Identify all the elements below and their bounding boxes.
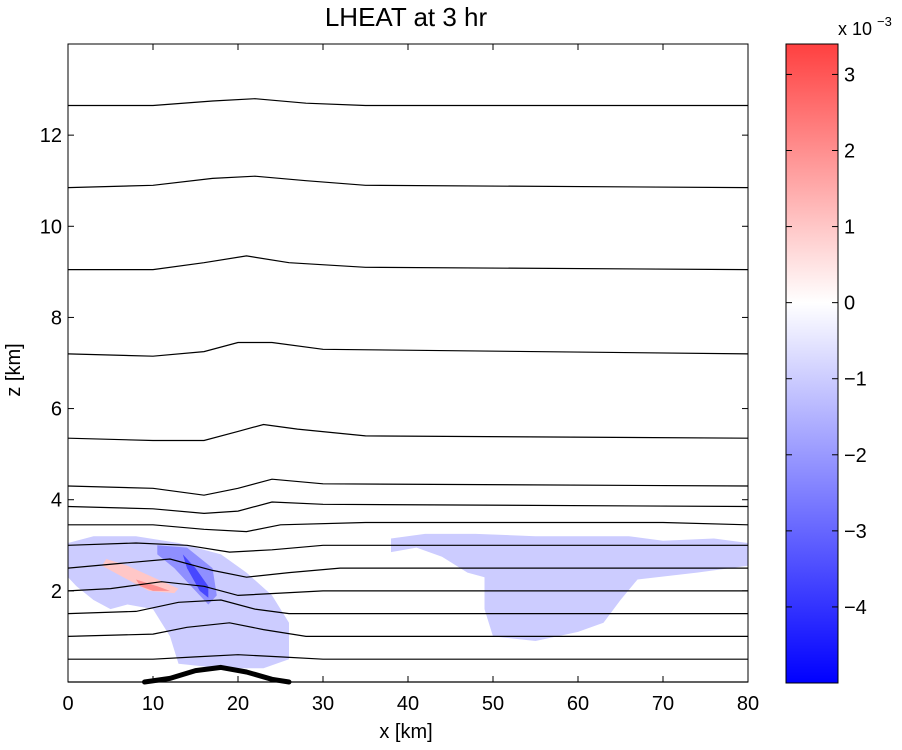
- x-tick-label: 20: [227, 693, 249, 715]
- terrain-line: [142, 664, 292, 685]
- y-tick-label: 4: [51, 490, 62, 512]
- x-axis-label: x [km]: [379, 721, 432, 743]
- plot-area: [67, 98, 749, 685]
- colorbar-tick-label: 1: [844, 217, 855, 239]
- colorbar-multiplier-exponent: −3: [877, 14, 892, 29]
- y-tick-label: 6: [51, 399, 62, 421]
- colorbar-gradient: [785, 43, 839, 684]
- colorbar-tick-label: 3: [844, 64, 855, 86]
- isentrope-line-11: [67, 341, 749, 357]
- colorbar-tick-label: 2: [844, 141, 855, 163]
- x-tick-label: 30: [312, 693, 334, 715]
- colorbar-tick-label: −4: [844, 597, 867, 619]
- y-tick-label: 10: [40, 216, 62, 238]
- y-tick-label: 12: [40, 125, 62, 147]
- colorbar-tick-label: −1: [844, 369, 867, 391]
- lheat-region-3: [182, 554, 209, 598]
- isentrope-line-8: [67, 501, 749, 515]
- isentrope-line-6: [67, 542, 748, 553]
- colorbar-tick-label: −2: [844, 445, 867, 467]
- isentrope-line-13: [67, 175, 749, 189]
- isentrope-line-12: [68, 255, 749, 271]
- x-tick-label: 80: [737, 693, 759, 715]
- isentrope-line-7: [68, 521, 749, 533]
- x-tick-label: 50: [482, 693, 504, 715]
- x-tick-label: 10: [142, 693, 164, 715]
- colorbar-multiplier-base: x 10: [838, 19, 872, 39]
- chart-title: LHEAT at 3 hr: [325, 2, 488, 32]
- lheat-region-5: [136, 579, 170, 591]
- isentrope-line-9: [67, 478, 749, 496]
- isentrope-line-2: [67, 622, 748, 637]
- x-tick-label: 60: [567, 693, 589, 715]
- colorbar-ticks: 3 2 1 0 −1 −2 −3 −4: [786, 64, 867, 619]
- isentrope-line-1: [68, 654, 748, 660]
- colorbar-tick-label: −3: [844, 521, 867, 543]
- isentrope-line-3: [67, 599, 748, 615]
- x-tick-label: 70: [652, 693, 674, 715]
- y-tick-label: 8: [51, 307, 62, 329]
- isentrope-line-10: [67, 423, 749, 442]
- x-tick-label: 0: [62, 693, 73, 715]
- colorbar-tick-label: 0: [844, 293, 855, 315]
- isentrope-line-14: [68, 98, 748, 107]
- x-tick-label: 40: [397, 693, 419, 715]
- lheat-region-4: [102, 559, 179, 594]
- y-axis: 2 4 6 8 10 12: [40, 125, 748, 603]
- lheat-region-1: [391, 533, 748, 641]
- isentrope-line-5: [67, 558, 748, 578]
- colorbar: 3 2 1 0 −1 −2 −3 −4 x 10 −3: [785, 14, 892, 684]
- colorbar-multiplier: x 10 −3: [838, 14, 892, 39]
- y-tick-label: 2: [51, 581, 62, 603]
- x-axis: 0 10 20 30 40 50 60 70 80: [62, 44, 759, 715]
- isentrope-line-4: [67, 581, 748, 597]
- y-axis-label: z [km]: [3, 343, 25, 396]
